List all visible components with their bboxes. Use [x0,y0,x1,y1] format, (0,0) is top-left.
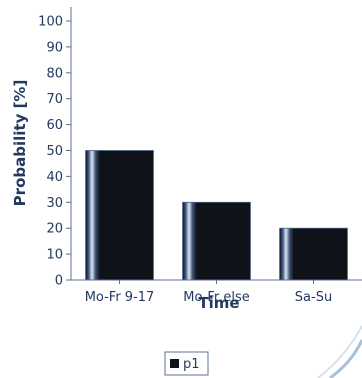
y-tick-label: 60 [46,118,63,133]
x-tick-label: Sa-Su [295,290,332,305]
y-tick-label: 90 [46,40,63,55]
x-axis-ticks: Mo-Fr 9-17 Mo-Fr else Sa-Su [85,280,332,305]
bar-2 [279,227,348,281]
y-tick-label: 0 [55,274,63,289]
x-tick-label: Mo-Fr 9-17 [85,290,155,305]
x-tick-label: Mo-Fr else [183,290,250,305]
y-tick-label: 40 [46,170,63,185]
y-tick-label: 80 [46,66,63,81]
y-tick-label: 70 [46,92,63,107]
bar-0 [85,150,154,281]
legend-swatch [170,359,179,368]
y-axis-ticks: 0 10 20 30 40 50 60 70 80 90 100 [38,15,71,289]
legend-box [164,351,209,376]
decorative-corner-arcs [317,325,362,378]
y-tick-label: 20 [46,222,63,237]
legend-label: p1 [183,357,200,372]
legend: p1 [164,351,209,376]
x-axis-title: Time [198,294,239,312]
y-tick-label: 30 [46,196,63,211]
bar-1 [182,201,251,281]
bars [85,150,348,281]
y-axis-title: Probability [%] [11,80,29,207]
y-tick-label: 50 [46,144,63,159]
y-tick-label: 100 [38,15,63,30]
plot-area: 0 10 20 30 40 50 60 70 80 90 100 Mo-Fr 9-17 Mo-Fr e… [38,7,362,305]
y-tick-label: 10 [46,248,63,263]
